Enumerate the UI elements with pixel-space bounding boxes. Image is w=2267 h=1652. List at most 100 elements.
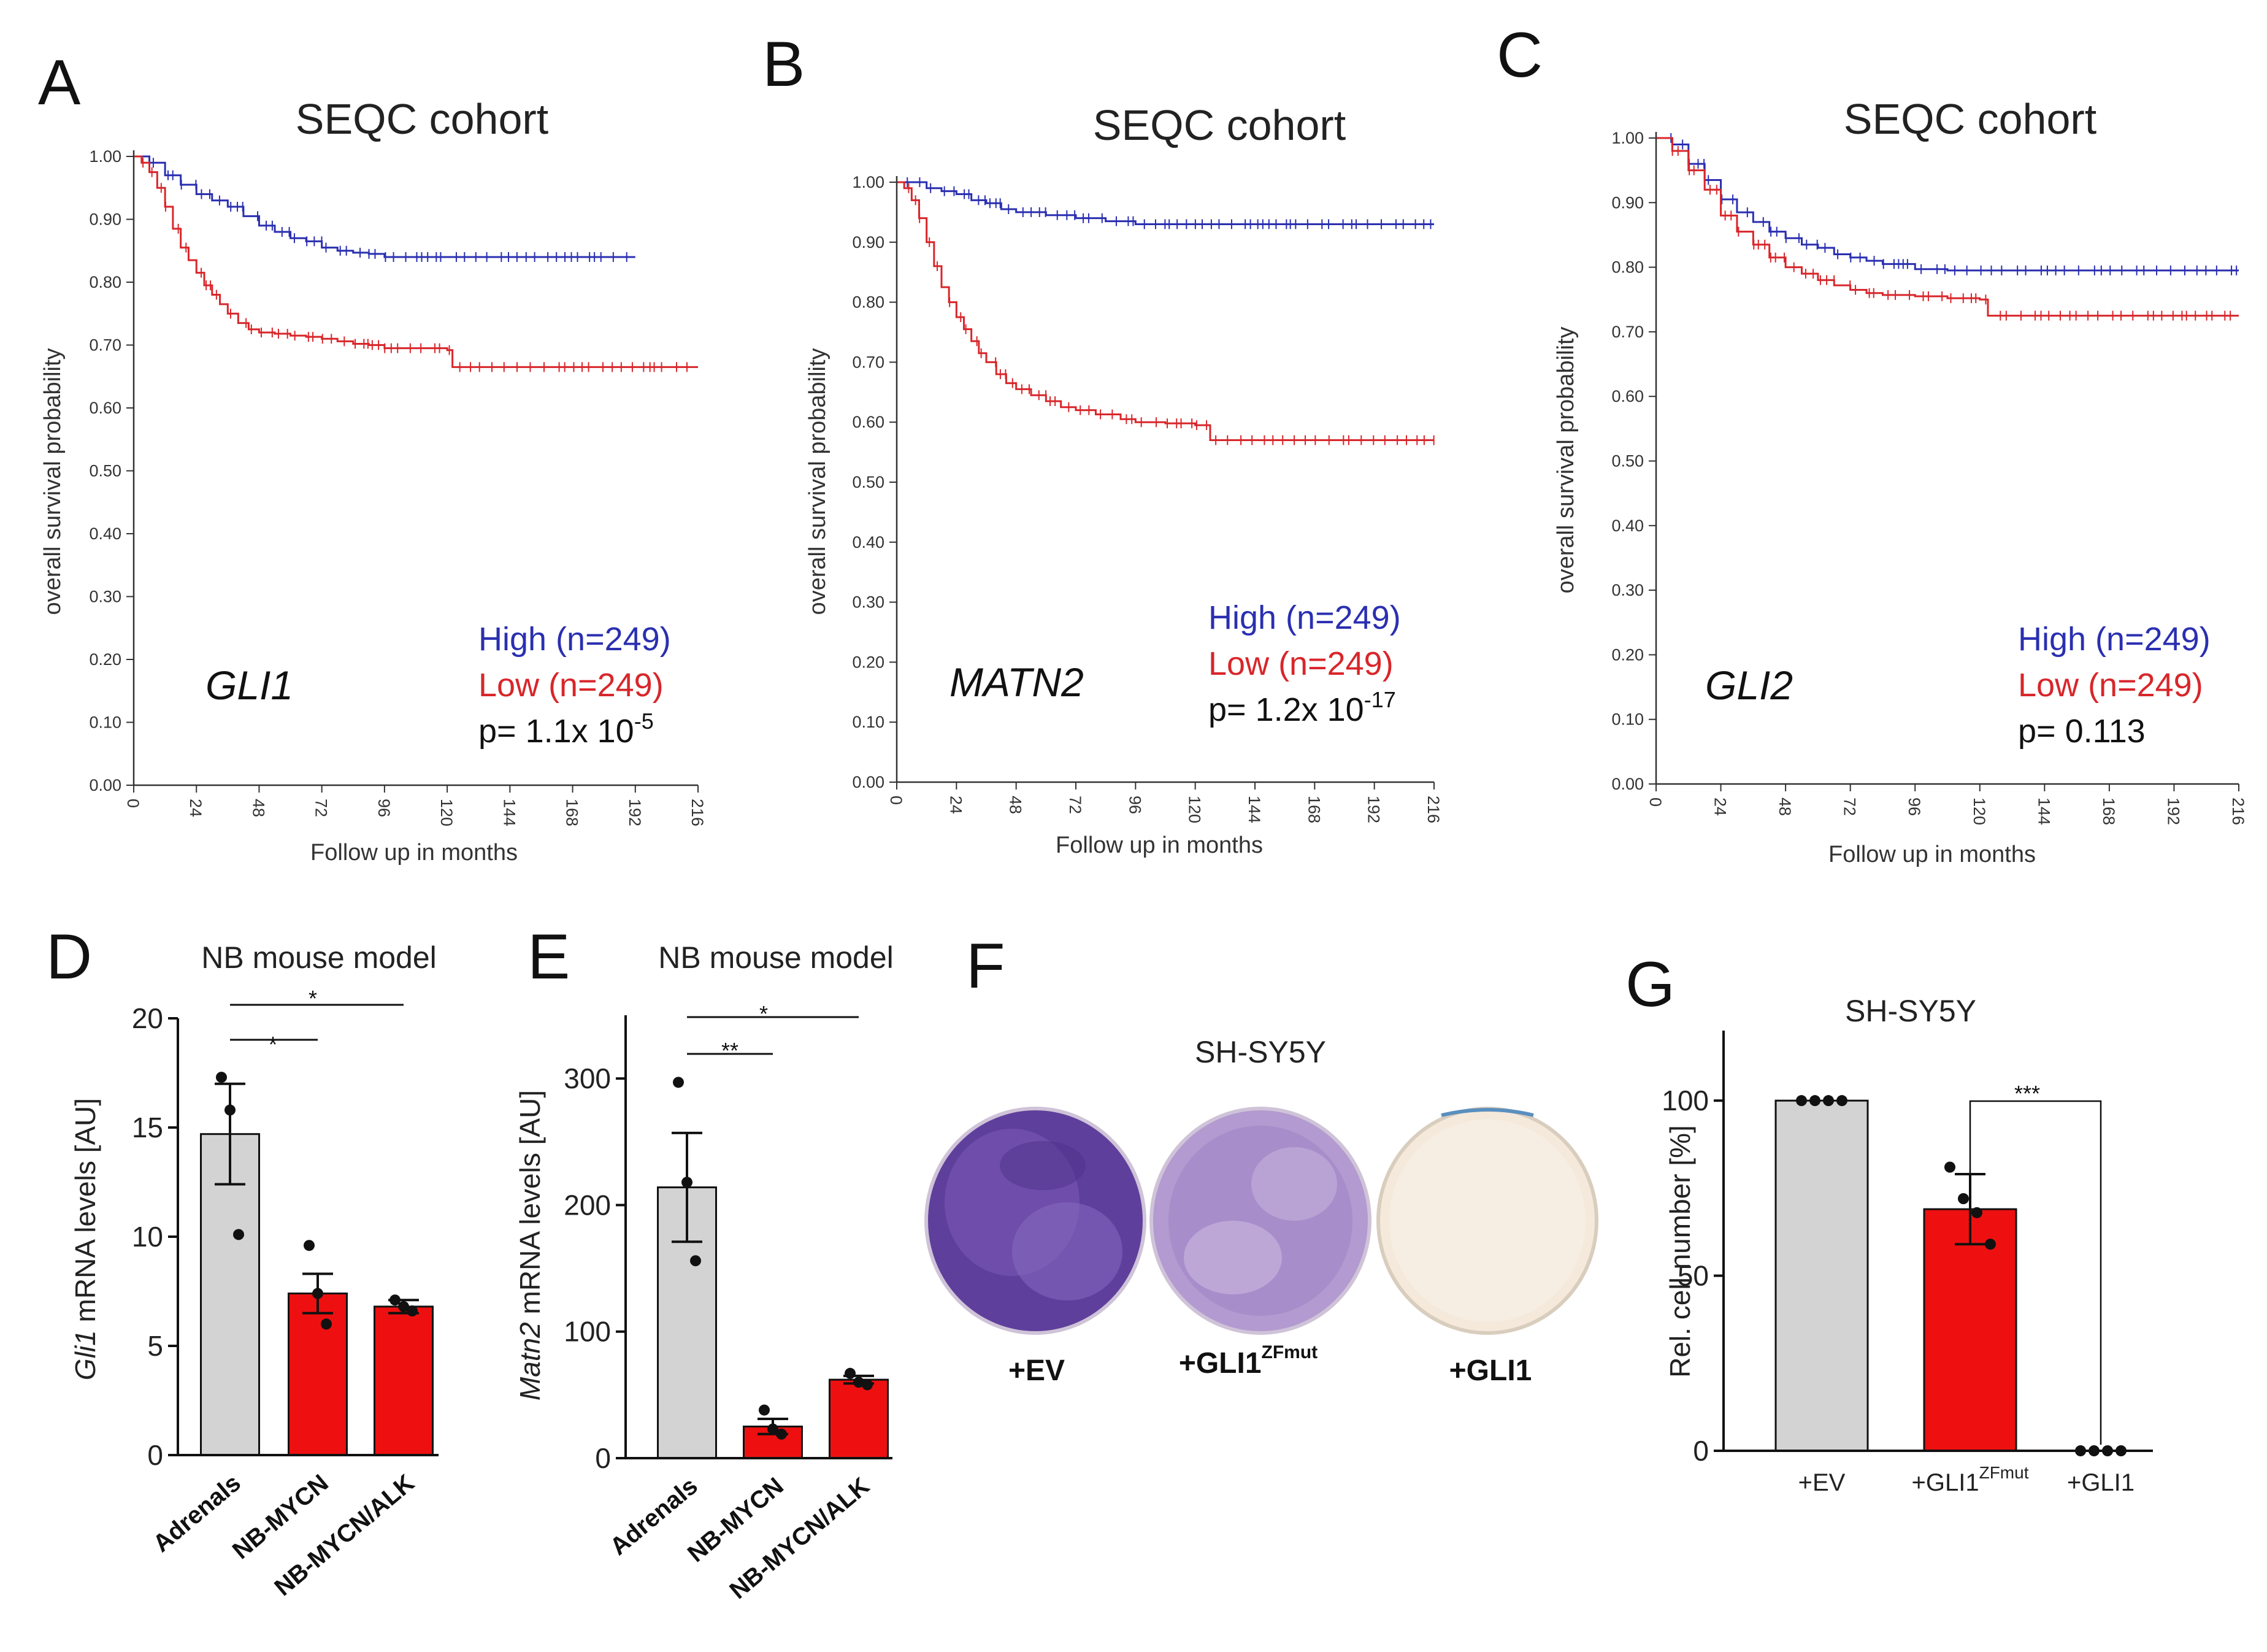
x-tick-label: 48 — [1007, 796, 1025, 814]
bar — [374, 1305, 434, 1456]
y-tick-label: 0.50 — [1611, 452, 1644, 471]
significance-label: ** — [721, 1038, 738, 1063]
y-tick-label: 20 — [132, 1002, 163, 1034]
legend-low: Low (n=249) — [478, 667, 664, 704]
km-panel-b: B SEQC cohort overall survival probabili… — [762, 29, 1443, 858]
survival-curve-low — [1656, 137, 2239, 317]
x-tick-label: 216 — [1424, 796, 1443, 823]
y-tick-label: 0.20 — [1611, 645, 1644, 664]
category-label: +GLI1 — [2067, 1469, 2135, 1496]
y-tick-label: 15 — [132, 1112, 163, 1143]
data-point — [321, 1318, 332, 1330]
significance-label: *** — [2014, 1081, 2040, 1106]
data-point — [1944, 1161, 1955, 1173]
category-label: +EV — [1798, 1469, 1846, 1496]
y-tick-label: 1.00 — [852, 173, 884, 191]
data-point — [1985, 1239, 1996, 1250]
x-tick-label: 120 — [437, 799, 456, 826]
y-tick-label: 0.70 — [852, 353, 884, 371]
y-tick-label: 5 — [147, 1330, 163, 1362]
x-tick-label: 120 — [1186, 796, 1204, 823]
x-axis-label: Follow up in months — [310, 840, 518, 866]
y-tick-label: 200 — [564, 1189, 611, 1221]
dish-ev — [924, 1107, 1146, 1335]
dish-gli1 — [1376, 1107, 1598, 1335]
y-tick-label: 0.90 — [852, 233, 884, 252]
x-tick-label: 24 — [946, 796, 965, 814]
dish-label-ev: +EV — [1008, 1354, 1065, 1387]
chart-title: SH-SY5Y — [1845, 994, 1976, 1028]
y-tick-label: 0.00 — [852, 773, 884, 791]
y-tick-label: 0.60 — [1611, 387, 1644, 405]
x-tick-label: 96 — [1126, 796, 1144, 814]
x-tick-label: 48 — [249, 799, 267, 817]
km-panel-c: C SEQC cohort overall survival probabili… — [1497, 20, 2247, 867]
data-point — [862, 1379, 873, 1391]
x-tick-label: 96 — [375, 799, 393, 817]
y-tick-label: 0.30 — [1611, 581, 1644, 599]
y-tick-label: 0.70 — [1611, 323, 1644, 341]
x-tick-label: 168 — [563, 799, 581, 826]
y-axis-label: Matn2 mRNA levels [AU] — [514, 1090, 546, 1400]
data-point — [1836, 1095, 1847, 1107]
y-tick-label: 0.40 — [89, 524, 121, 543]
y-tick-label: 0.40 — [1611, 517, 1644, 535]
x-tick-label: 192 — [2164, 797, 2182, 825]
data-point — [407, 1305, 418, 1317]
y-tick-label: 0.30 — [852, 593, 884, 612]
y-tick-label: 300 — [564, 1062, 611, 1094]
data-point — [233, 1229, 244, 1240]
data-point — [224, 1104, 236, 1116]
y-tick-label: 0 — [595, 1442, 611, 1474]
data-point — [304, 1240, 315, 1251]
x-axis-label: Follow up in months — [1828, 842, 2036, 867]
y-tick-label: 0.20 — [89, 650, 121, 669]
data-point — [312, 1288, 323, 1299]
y-tick-label: 1.00 — [1611, 129, 1644, 147]
x-tick-label: 0 — [124, 799, 142, 808]
x-tick-label: 216 — [688, 799, 707, 826]
y-tick-label: 0.50 — [852, 473, 884, 491]
data-point — [681, 1177, 692, 1188]
panel-letter: F — [966, 931, 1005, 1002]
y-tick-label: 0.50 — [89, 462, 121, 480]
bar — [200, 1133, 260, 1456]
data-point — [1809, 1095, 1820, 1107]
y-tick-label: 0.00 — [1611, 775, 1644, 793]
significance-label: * — [309, 986, 317, 1011]
panel-letter: B — [762, 29, 805, 100]
x-tick-label: 144 — [2035, 797, 2053, 825]
data-point — [216, 1072, 227, 1083]
y-axis-label: overall survival probability — [1553, 326, 1579, 593]
y-tick-label: 50 — [1678, 1260, 1709, 1292]
panel-letter: D — [46, 921, 92, 993]
y-tick-label: 0.30 — [89, 588, 121, 606]
gene-label: GLI1 — [205, 663, 293, 708]
data-point — [845, 1367, 856, 1379]
survival-curve-high — [1656, 137, 2239, 272]
survival-curve-low — [897, 181, 1434, 442]
y-tick-label: 0.00 — [89, 776, 121, 794]
panel-letter: A — [38, 47, 81, 118]
y-axis-label: Gli1 mRNA levels [AU] — [69, 1098, 101, 1380]
panel-letter: C — [1497, 20, 1543, 91]
bar-panel-d: D NB mouse model Gli1 mRNA levels [AU] 0… — [46, 921, 439, 1601]
chart-title: SEQC cohort — [1844, 95, 2096, 143]
data-point — [853, 1377, 864, 1388]
panel-letter: E — [527, 921, 570, 993]
y-tick-label: 0.90 — [89, 210, 121, 229]
survival-curve-low — [134, 155, 698, 368]
data-point — [1796, 1095, 1807, 1107]
dish-label-gli1-zfmut: +GLI1ZFmut — [1179, 1342, 1318, 1380]
data-point — [673, 1077, 684, 1088]
chart-title: NB mouse model — [658, 940, 894, 975]
x-tick-label: 24 — [186, 799, 205, 817]
panel-title: SH-SY5Y — [1195, 1035, 1326, 1069]
survival-curve-high — [897, 181, 1434, 225]
p-value: p= 0.113 — [2018, 713, 2146, 750]
y-axis-label: Rel. cell number [%] — [1664, 1125, 1696, 1378]
km-panel-a: A SEQC cohort overall survival probabili… — [38, 47, 707, 866]
legend-high: High (n=249) — [2018, 621, 2211, 658]
y-tick-label: 0.80 — [852, 293, 884, 312]
bar — [829, 1378, 889, 1459]
